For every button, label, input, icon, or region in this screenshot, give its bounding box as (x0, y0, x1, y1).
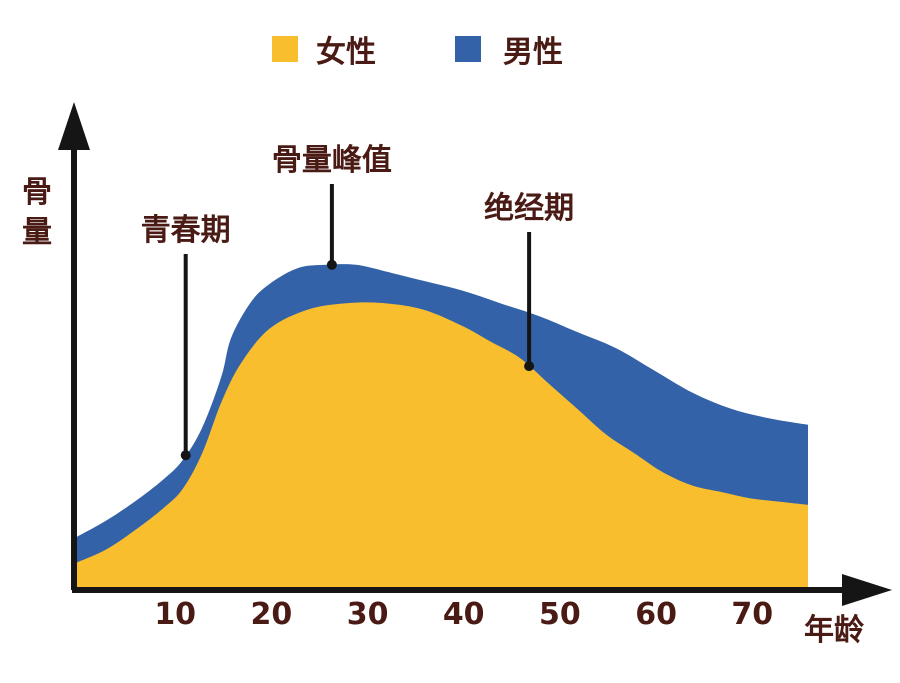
annotation-label-0: 青春期 (141, 213, 231, 248)
annotation-marker-1 (326, 259, 337, 270)
legend-swatch-male (455, 36, 481, 62)
axes (58, 102, 892, 606)
x-tick-label-20: 20 (251, 597, 293, 632)
x-tick-label-60: 60 (635, 597, 677, 632)
x-tick-labels: 10 20 30 40 50 60 70 (154, 597, 773, 632)
y-axis-title-char-1: 骨 (22, 175, 52, 210)
x-tick-label-30: 30 (347, 597, 389, 632)
x-axis-arrow (842, 574, 892, 606)
x-tick-label-50: 50 (539, 597, 581, 632)
x-tick-label-70: 70 (731, 597, 773, 632)
legend-swatch-female (272, 36, 298, 62)
annotation-label-2: 绝经期 (484, 191, 574, 226)
x-axis-title: 年龄 (804, 613, 865, 648)
annotation-marker-2 (524, 361, 535, 372)
y-axis-title-char-2: 量 (22, 215, 52, 250)
annotation-label-1: 骨量峰值 (272, 143, 392, 178)
annotation-marker-0 (180, 450, 191, 461)
y-axis-arrow (58, 102, 90, 150)
legend-label-female: 女性 (316, 35, 376, 70)
x-tick-label-40: 40 (443, 597, 485, 632)
legend-label-male: 男性 (503, 35, 563, 70)
series-area-female (77, 302, 808, 588)
x-tick-label-10: 10 (154, 597, 196, 632)
legend: 女性 男性 (272, 35, 563, 70)
